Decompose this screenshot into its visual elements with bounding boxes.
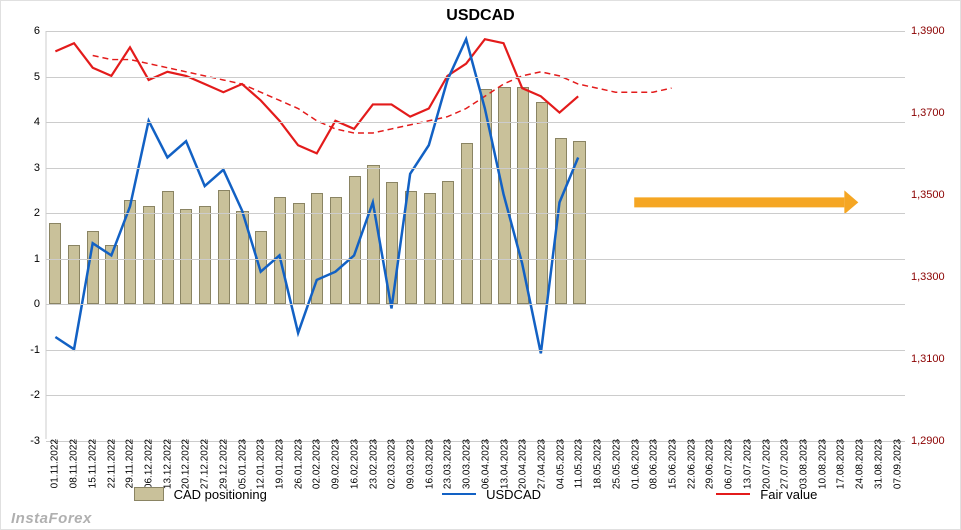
- gridline: [46, 259, 905, 260]
- x-tick-label: 29.12.2022: [218, 439, 229, 489]
- chart-title: USDCAD: [1, 7, 960, 25]
- x-tick-label: 13.12.2022: [162, 439, 173, 489]
- y-tick-left: -3: [30, 435, 46, 447]
- x-tick-label: 29.11.2022: [125, 439, 136, 488]
- x-tick-label: 20.07.2023: [761, 439, 772, 489]
- gridline: [46, 122, 905, 123]
- y-tick-left: 3: [34, 162, 46, 174]
- x-tick-label: 20.04.2023: [518, 439, 529, 489]
- y-tick-right: 1,3100: [905, 353, 945, 365]
- y-tick-right: 1,3500: [905, 189, 945, 201]
- y-tick-right: 1,3300: [905, 271, 945, 283]
- x-tick-label: 13.07.2023: [742, 439, 753, 489]
- x-tick-label: 27.12.2022: [200, 439, 211, 489]
- x-tick-label: 03.08.2023: [799, 439, 810, 489]
- x-tick-label: 19.01.2023: [274, 439, 285, 489]
- gridline: [46, 395, 905, 396]
- x-tick-label: 31.08.2023: [873, 439, 884, 489]
- y-tick-right: 1,3900: [905, 25, 945, 37]
- x-tick-label: 13.04.2023: [499, 439, 510, 489]
- y-tick-left: 6: [34, 25, 46, 37]
- x-tick-label: 01.06.2023: [630, 439, 641, 489]
- legend-label: Fair value: [760, 487, 817, 502]
- x-tick-label: 27.04.2023: [537, 439, 548, 489]
- x-tick-label: 15.06.2023: [668, 439, 679, 489]
- y-tick-right: 1,2900: [905, 435, 945, 447]
- x-tick-label: 06.12.2022: [143, 439, 154, 489]
- x-tick-label: 06.07.2023: [724, 439, 735, 489]
- legend: CAD positioning USDCAD Fair value: [46, 483, 905, 505]
- x-tick-label: 27.07.2023: [780, 439, 791, 489]
- x-tick-label: 25.05.2023: [611, 439, 622, 489]
- legend-item-fairvalue: Fair value: [716, 487, 817, 502]
- x-tick-label: 29.06.2023: [705, 439, 716, 489]
- x-tick-label: 07.09.2023: [892, 439, 903, 489]
- direction-arrow: [634, 190, 858, 214]
- x-tick-label: 22.11.2022: [106, 439, 117, 488]
- x-tick-label: 09.03.2023: [405, 439, 416, 489]
- x-tick-label: 23.03.2023: [443, 439, 454, 489]
- x-tick-label: 26.01.2023: [293, 439, 304, 489]
- gridline: [46, 168, 905, 169]
- x-tick-label: 11.05.2023: [574, 439, 585, 488]
- legend-label: USDCAD: [486, 487, 541, 502]
- x-tick-label: 10.08.2023: [817, 439, 828, 489]
- y-tick-left: 4: [34, 116, 46, 128]
- x-tick-label: 30.03.2023: [462, 439, 473, 489]
- legend-swatch-bar: [134, 487, 164, 501]
- legend-item-positioning: CAD positioning: [134, 487, 267, 502]
- fairvalue-line: [55, 39, 578, 153]
- gridline: [46, 304, 905, 305]
- y-tick-right: 1,3700: [905, 107, 945, 119]
- x-tick-label: 02.02.2023: [312, 439, 323, 489]
- gridline: [46, 31, 905, 32]
- x-tick-label: 17.08.2023: [836, 439, 847, 489]
- y-tick-left: 0: [34, 298, 46, 310]
- x-tick-label: 02.03.2023: [387, 439, 398, 489]
- legend-item-usdcad: USDCAD: [442, 487, 541, 502]
- gridline: [46, 350, 905, 351]
- y-tick-left: 1: [34, 253, 46, 265]
- y-tick-left: 5: [34, 71, 46, 83]
- x-tick-label: 16.03.2023: [424, 439, 435, 489]
- x-tick-label: 09.02.2023: [331, 439, 342, 489]
- x-tick-label: 08.06.2023: [649, 439, 660, 489]
- gridline: [46, 77, 905, 78]
- gridline: [46, 441, 905, 442]
- x-tick-label: 22.06.2023: [686, 439, 697, 489]
- x-tick-label: 12.01.2023: [256, 439, 267, 489]
- x-tick-label: 24.08.2023: [855, 439, 866, 489]
- y-tick-left: -1: [30, 344, 46, 356]
- legend-swatch-line: [442, 493, 476, 495]
- watermark: InstaForex: [11, 510, 92, 527]
- y-tick-left: 2: [34, 207, 46, 219]
- x-tick-label: 01.11.2022: [50, 439, 61, 488]
- chart-container: USDCAD -3-2-101234561,29001,31001,33001,…: [0, 0, 961, 530]
- x-tick-label: 06.04.2023: [480, 439, 491, 489]
- chart-lines-svg: [46, 31, 905, 439]
- x-tick-label: 16.02.2023: [349, 439, 360, 489]
- legend-swatch-line: [716, 493, 750, 495]
- legend-label: CAD positioning: [174, 487, 267, 502]
- gridline: [46, 213, 905, 214]
- x-tick-label: 18.05.2023: [593, 439, 604, 489]
- x-tick-label: 08.11.2022: [69, 439, 80, 488]
- x-tick-label: 23.02.2023: [368, 439, 379, 489]
- x-tick-label: 04.05.2023: [555, 439, 566, 489]
- y-tick-left: -2: [30, 389, 46, 401]
- plot-area: -3-2-101234561,29001,31001,33001,35001,3…: [46, 31, 905, 439]
- x-tick-label: 15.11.2022: [87, 439, 98, 488]
- x-tick-label: 05.01.2023: [237, 439, 248, 489]
- x-tick-label: 20.12.2022: [181, 439, 192, 489]
